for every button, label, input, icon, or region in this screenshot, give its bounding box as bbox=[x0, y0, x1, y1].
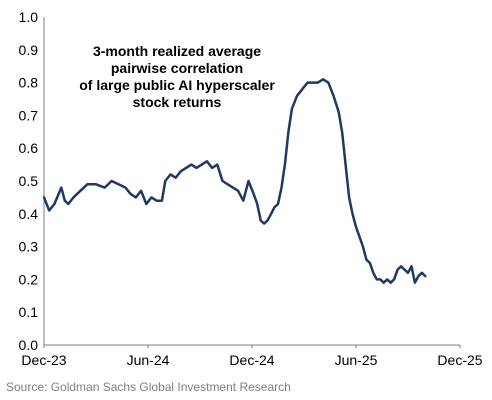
x-tick-label: Dec-23 bbox=[21, 352, 66, 368]
x-tick-label: Dec-24 bbox=[229, 352, 274, 368]
chart-title-line: stock returns bbox=[133, 94, 222, 110]
series-line bbox=[42, 78, 427, 284]
y-tick-label: 0.6 bbox=[19, 140, 39, 156]
x-tick-label: Jun-25 bbox=[335, 352, 378, 368]
y-tick-label: 0.5 bbox=[19, 173, 39, 189]
y-tick-label: 0.9 bbox=[19, 42, 39, 58]
y-tick-label: 0.3 bbox=[19, 239, 39, 255]
y-tick-label: 0.2 bbox=[19, 271, 39, 287]
series-layer bbox=[42, 78, 427, 284]
x-tick-label: Jun-24 bbox=[127, 352, 170, 368]
chart-svg: 1.0 0.9 0.8 0.7 0.6 0.5 0.4 0.3 0.2 0.1 0.0 Dec-23… bbox=[19, 9, 483, 368]
y-tick-label: 1.0 bbox=[19, 9, 39, 25]
chart-title-line: pairwise correlation bbox=[111, 60, 243, 76]
y-tick-label: 0.0 bbox=[19, 337, 39, 353]
axes bbox=[43, 17, 460, 346]
y-axis-tick-labels: 1.0 0.9 0.8 0.7 0.6 0.5 0.4 0.3 0.2 0.1 0.0 bbox=[19, 9, 39, 353]
y-tick-label: 0.4 bbox=[19, 206, 39, 222]
chart-title-line: 3-month realized average bbox=[93, 43, 261, 59]
y-tick-label: 0.8 bbox=[19, 75, 39, 91]
source-note: Source: Goldman Sachs Global Investment … bbox=[6, 380, 291, 394]
y-tick-label: 0.7 bbox=[19, 107, 39, 123]
y-tick-label: 0.1 bbox=[19, 304, 39, 320]
x-tick-label: Dec-25 bbox=[437, 352, 482, 368]
x-axis-tick-labels: Dec-23 Jun-24 Dec-24 Jun-25 Dec-25 bbox=[21, 345, 483, 368]
chart-title-line: of large public AI hyperscaler bbox=[79, 77, 275, 93]
